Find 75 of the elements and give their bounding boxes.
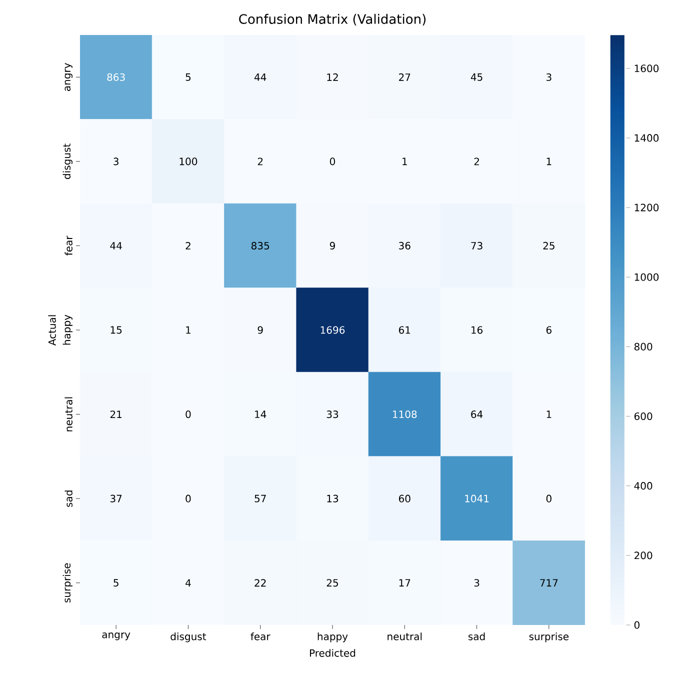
data-label: 17 — [399, 579, 410, 587]
data-label: 1041 — [465, 494, 489, 502]
data-label: 6 — [546, 326, 552, 334]
color-bar-label: 200 — [634, 552, 652, 560]
y-axis-title: Actual — [48, 315, 56, 346]
data-label: 0 — [330, 158, 336, 166]
color-bar-label: 1400 — [634, 134, 659, 142]
y-tick-label: happy — [62, 314, 72, 345]
x-axis-title: Predicted — [310, 649, 356, 657]
data-label: 12 — [327, 73, 338, 81]
data-label: 1108 — [393, 410, 417, 418]
data-label: 9 — [330, 242, 335, 250]
data-label: 13 — [327, 494, 338, 502]
data-label: 27 — [399, 73, 410, 81]
color-bar-label: 400 — [634, 482, 652, 490]
color-bar-label: 600 — [634, 412, 652, 420]
y-tick-label: surprise — [62, 563, 72, 602]
data-label: 5 — [186, 73, 191, 81]
data-label: 1 — [546, 158, 552, 166]
data-label: 14 — [255, 410, 266, 418]
x-tick-label: surprise — [529, 632, 569, 642]
data-label: 44 — [254, 74, 266, 81]
y-tick-label: neutral — [64, 397, 72, 432]
x-tick-label: sad — [468, 632, 485, 640]
data-label: 57 — [254, 494, 266, 502]
data-label: 33 — [326, 410, 338, 418]
color-bar-label: 1600 — [634, 64, 659, 72]
data-label: 61 — [398, 326, 410, 334]
data-label: 2 — [258, 158, 263, 166]
color-bar-label: 1200 — [634, 204, 659, 212]
data-label: 15 — [110, 326, 122, 334]
x-tick-label: happy — [318, 632, 348, 642]
x-tick-label: neutral — [388, 632, 422, 640]
data-label: 1696 — [320, 326, 345, 334]
data-label: 21 — [110, 410, 122, 418]
color-bar-label: 800 — [634, 342, 652, 350]
color-bar-label: 0 — [634, 621, 640, 629]
data-label: 44 — [110, 242, 122, 250]
color-bar-label: 1000 — [634, 273, 659, 281]
data-label: 25 — [326, 579, 338, 587]
data-label: 1 — [186, 326, 190, 334]
data-label: 25 — [543, 242, 554, 250]
y-tick-label: sad — [64, 490, 72, 507]
data-label: 3 — [546, 73, 552, 81]
data-label: 863 — [107, 73, 125, 81]
data-label: 60 — [398, 494, 410, 502]
data-label: 4 — [186, 579, 191, 587]
data-label: 37 — [110, 494, 122, 502]
data-label: 100 — [180, 158, 198, 166]
x-tick-label: angry — [102, 632, 130, 640]
x-tick-label: disgust — [170, 632, 206, 642]
data-label: 3 — [114, 158, 118, 166]
data-label: 0 — [186, 494, 191, 502]
data-label: 22 — [254, 579, 266, 587]
data-label: 835 — [251, 242, 270, 250]
data-label: 0 — [546, 494, 552, 502]
data-label: 9 — [258, 326, 263, 334]
data-label: 16 — [472, 326, 483, 334]
data-label: 1 — [402, 158, 407, 166]
data-label: 73 — [471, 242, 482, 250]
chart-title: Confusion Matrix (Validation) — [239, 14, 426, 26]
data-label: 3 — [474, 579, 480, 587]
y-tick-label: disgust — [62, 144, 72, 179]
data-label: 36 — [399, 242, 410, 250]
y-tick-label: angry — [64, 63, 72, 91]
data-label: 717 — [540, 579, 558, 587]
y-tick-label: fear — [64, 236, 72, 256]
data-label: 5 — [114, 579, 118, 587]
data-label: 0 — [186, 410, 191, 418]
x-tick-label: fear — [250, 632, 270, 640]
data-label: 45 — [470, 73, 482, 81]
data-label: 64 — [471, 410, 483, 418]
data-label: 1 — [546, 410, 552, 418]
data-label: 2 — [474, 158, 479, 166]
data-label: 2 — [186, 242, 190, 250]
